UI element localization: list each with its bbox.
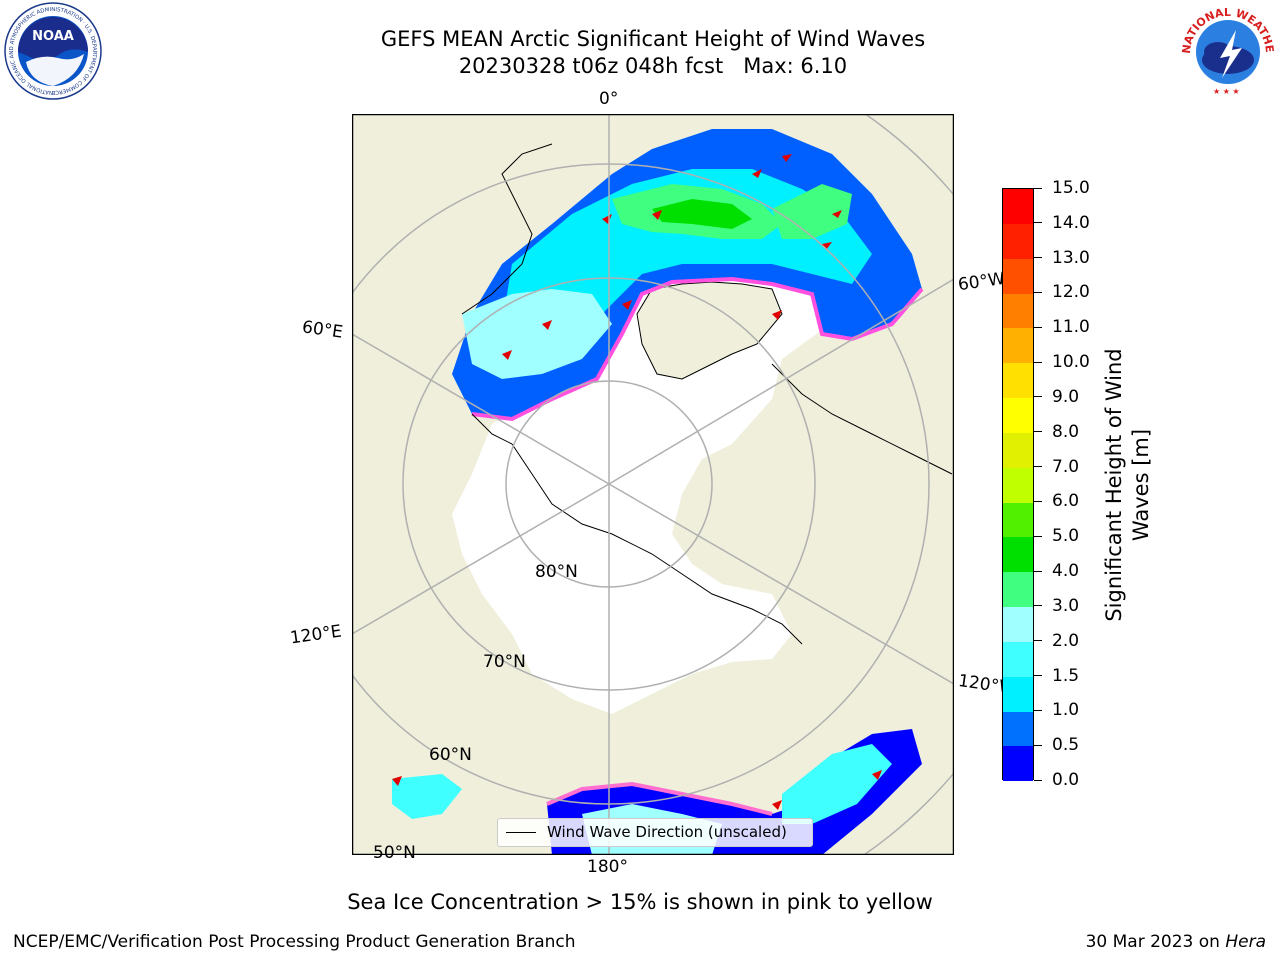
footer-date-text: 30 Mar 2023 on (1085, 932, 1220, 952)
colorbar-segment (1003, 676, 1033, 712)
colorbar-tick-label: 13.0 (1052, 247, 1090, 268)
noaa-wordmark: NOAA (32, 29, 74, 44)
parallel-label-60n: 60°N (429, 745, 472, 765)
wave-field-atlantic-5 (772, 184, 852, 239)
coastline (471, 413, 803, 645)
colorbar-tick-label: 0.0 (1052, 770, 1080, 790)
colorbar-tick-label: 8.0 (1052, 421, 1080, 442)
colorbar-tick-label: 2.0 (1052, 630, 1080, 651)
parallel-label-70n: 70°N (483, 652, 526, 672)
meridian-60w (608, 278, 954, 485)
colorbar-tick-label: 14.0 (1052, 212, 1090, 233)
colorbar-tick-label: 1.5 (1052, 665, 1080, 686)
map-border (352, 114, 954, 855)
wave-field-okhotsk (392, 774, 462, 819)
colorbar-tick-label: 4.0 (1052, 561, 1080, 582)
colorbar-tick (1034, 257, 1042, 259)
colorbar-title: Significant Height of Wind Waves [m] (1102, 348, 1153, 622)
meridian-label-60w: 60°W (956, 268, 1007, 296)
svg-text:★ ★ ★: ★ ★ ★ (1213, 87, 1240, 96)
colorbar-tick (1034, 570, 1042, 572)
sea-ice-edge-pacific (546, 781, 773, 816)
colorbar-tick (1034, 744, 1042, 746)
colorbar-segment (1003, 606, 1033, 642)
map-legend: Wind Wave Direction (unscaled) (497, 818, 813, 847)
colorbar-tick-label: 3.0 (1052, 595, 1080, 616)
colorbar (1002, 188, 1034, 782)
colorbar-segment (1003, 397, 1033, 433)
colorbar-segment (1003, 293, 1033, 329)
nws-logo: NATIONAL WEATHER SERVICE ★ ★ ★ (1178, 2, 1276, 100)
colorbar-tick (1034, 466, 1042, 468)
colorbar-tick (1034, 500, 1042, 502)
legend-line-sample (506, 832, 536, 833)
colorbar-tick (1034, 535, 1042, 537)
meridian-label-180: 180° (587, 857, 628, 877)
wave-field-atlantic-4 (652, 199, 752, 229)
colorbar-tick (1034, 361, 1042, 363)
parallel-label-50n: 50°N (373, 843, 416, 863)
colorbar-tick-label: 9.0 (1052, 386, 1080, 407)
colorbar-tick (1034, 779, 1042, 781)
footer-credit: NCEP/EMC/Verification Post Processing Pr… (13, 932, 576, 952)
coastline-canada (771, 363, 953, 475)
colorbar-tick (1034, 187, 1042, 189)
meridian-120e (352, 483, 610, 635)
colorbar-segment (1003, 223, 1033, 259)
footer-date: 30 Mar 2023 on Hera (1086, 932, 1266, 952)
meridian-120w (608, 483, 954, 685)
parallel-label-80n: 80°N (535, 562, 578, 582)
colorbar-tick-label: 0.5 (1052, 735, 1080, 756)
colorbar-tick (1034, 431, 1042, 433)
arctic-map (352, 114, 954, 855)
colorbar-tick-label: 1.0 (1052, 700, 1080, 721)
sea-ice-note: Sea Ice Concentration > 15% is shown in … (347, 890, 933, 914)
colorbar-segment (1003, 537, 1033, 573)
colorbar-tick (1034, 709, 1042, 711)
colorbar-segment (1003, 328, 1033, 364)
colorbar-tick-label: 15.0 (1052, 178, 1090, 198)
colorbar-segment (1003, 502, 1033, 538)
colorbar-tick-label: 7.0 (1052, 456, 1080, 477)
colorbar-segment (1003, 711, 1033, 747)
colorbar-segment (1003, 467, 1033, 503)
colorbar-tick-label: 6.0 (1052, 491, 1080, 512)
colorbar-tick (1034, 291, 1042, 293)
title-line-1: GEFS MEAN Arctic Significant Height of W… (380, 27, 926, 51)
colorbar-tick-label: 10.0 (1052, 352, 1090, 373)
wave-field-pacific-3 (782, 744, 892, 824)
meridian-label-120e: 120°E (288, 621, 343, 649)
colorbar-segment (1003, 258, 1033, 294)
colorbar-tick-label: 5.0 (1052, 526, 1080, 547)
colorbar-segment (1003, 641, 1033, 677)
title-line-2: 20230328 t06z 048h fcst Max: 6.10 (458, 54, 848, 78)
colorbar-segment (1003, 572, 1033, 608)
colorbar-tick-label: 12.0 (1052, 282, 1090, 303)
wave-field-barents (462, 289, 612, 379)
colorbar-tick (1034, 222, 1042, 224)
colorbar-tick (1034, 396, 1042, 398)
meridian-60e (352, 333, 610, 485)
colorbar-tick-label: 11.0 (1052, 317, 1090, 338)
greenland (636, 281, 783, 380)
colorbar-segment (1003, 432, 1033, 468)
colorbar-tick (1034, 640, 1042, 642)
meridian-label-0: 0° (599, 89, 619, 109)
colorbar-segment (1003, 363, 1033, 399)
meridian-label-60e: 60°E (300, 317, 345, 343)
graticule (352, 114, 954, 855)
colorbar-segment (1003, 189, 1033, 224)
colorbar-segment (1003, 746, 1033, 782)
colorbar-tick (1034, 675, 1042, 677)
footer-host: Hera (1225, 932, 1266, 952)
sea-ice-edge (471, 276, 924, 422)
colorbar-tick (1034, 605, 1042, 607)
arctic-ocean-area (452, 259, 842, 714)
colorbar-tick (1034, 326, 1042, 328)
coastline-scandinavia (461, 143, 553, 315)
legend-label: Wind Wave Direction (unscaled) (547, 823, 787, 841)
noaa-logo: NATIONAL OCEANIC AND ATMOSPHERIC ADMINIS… (4, 2, 102, 100)
